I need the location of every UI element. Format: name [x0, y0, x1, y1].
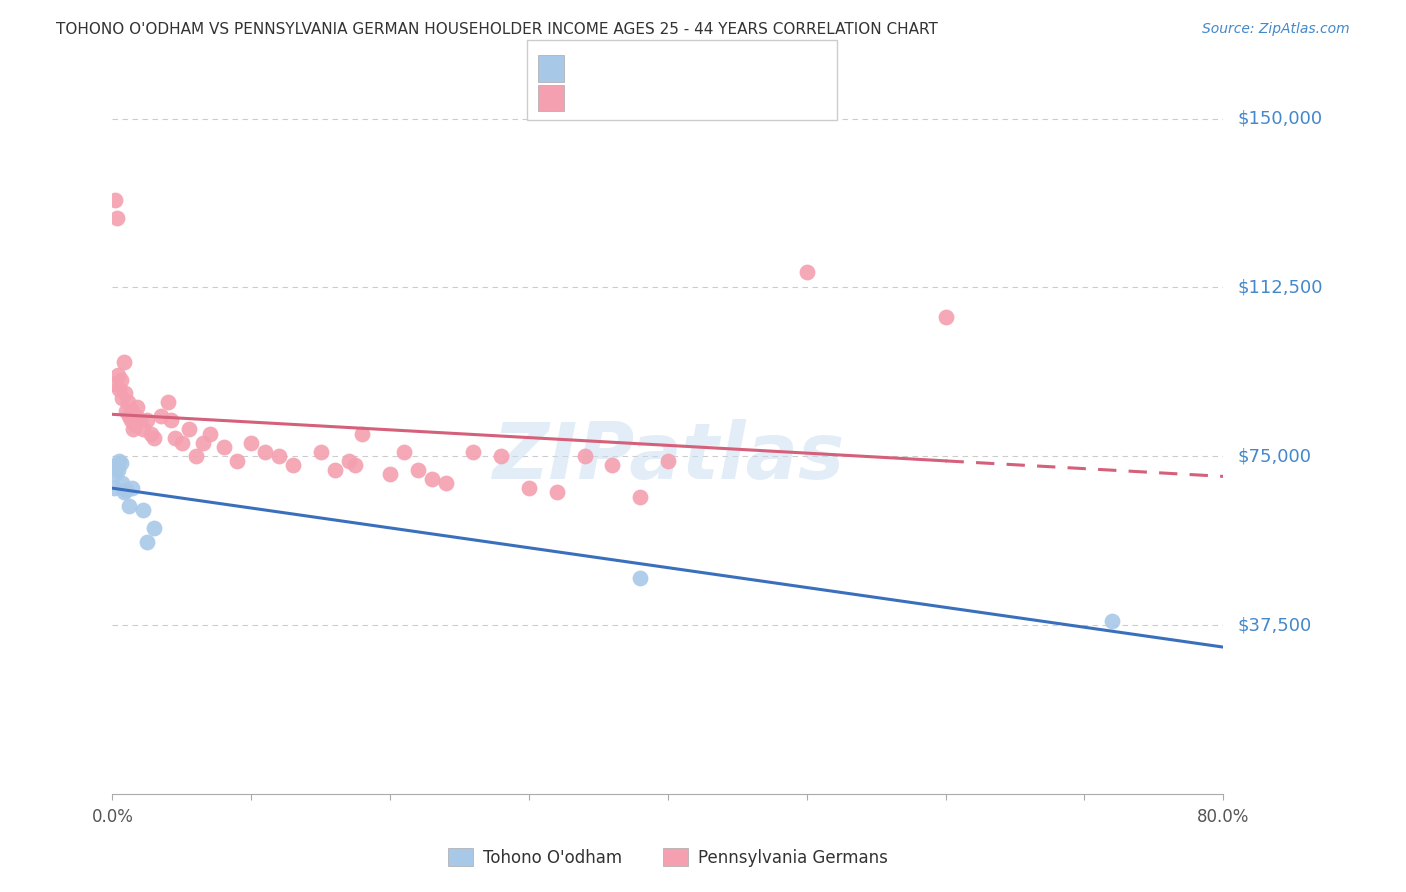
- Point: [107, 368, 129, 383]
- Point: [517, 481, 540, 495]
- Point: [170, 435, 193, 450]
- Point: [281, 458, 304, 473]
- Point: [103, 377, 125, 392]
- Point: [163, 431, 186, 445]
- Point: [344, 458, 367, 473]
- Point: [796, 265, 818, 279]
- Point: [143, 431, 166, 445]
- Point: [104, 467, 127, 482]
- Point: [118, 409, 141, 423]
- Point: [103, 481, 125, 495]
- Point: [628, 490, 651, 504]
- Point: [352, 426, 374, 441]
- Point: [406, 463, 429, 477]
- Point: [628, 571, 651, 585]
- Text: $75,000: $75,000: [1237, 447, 1312, 466]
- Text: -0.597: -0.597: [603, 59, 657, 78]
- Text: $150,000: $150,000: [1237, 110, 1322, 128]
- Point: [323, 463, 346, 477]
- Point: [108, 454, 131, 468]
- Point: [111, 391, 134, 405]
- Point: [392, 444, 415, 458]
- Point: [434, 476, 457, 491]
- Point: [1101, 614, 1123, 628]
- Point: [240, 435, 263, 450]
- Point: [380, 467, 402, 482]
- Point: [337, 454, 360, 468]
- Point: [108, 382, 131, 396]
- Point: [226, 454, 249, 468]
- Text: 16: 16: [710, 59, 733, 78]
- Point: [132, 422, 155, 436]
- Text: R =: R =: [572, 89, 609, 107]
- Point: [110, 456, 132, 470]
- Point: [934, 310, 956, 324]
- Point: [574, 450, 596, 464]
- Point: [463, 444, 485, 458]
- Point: [150, 409, 173, 423]
- Point: [657, 454, 679, 468]
- Text: -0.226: -0.226: [603, 89, 657, 107]
- Point: [111, 476, 134, 491]
- Point: [129, 413, 152, 427]
- Point: [105, 211, 128, 225]
- Point: [104, 193, 127, 207]
- Point: [125, 409, 148, 423]
- Point: [191, 435, 214, 450]
- Point: [177, 422, 200, 436]
- Legend: Tohono O'odham, Pennsylvania Germans: Tohono O'odham, Pennsylvania Germans: [441, 842, 894, 873]
- Point: [420, 472, 443, 486]
- Point: [132, 503, 155, 517]
- Point: [546, 485, 568, 500]
- Point: [212, 440, 235, 454]
- Text: 58: 58: [710, 89, 733, 107]
- Point: [159, 413, 181, 427]
- Text: R =: R =: [572, 59, 609, 78]
- Point: [602, 458, 624, 473]
- Text: N =: N =: [668, 59, 716, 78]
- Point: [136, 534, 159, 549]
- Point: [122, 422, 145, 436]
- Point: [127, 400, 149, 414]
- Text: ZIPatlas: ZIPatlas: [492, 419, 844, 495]
- Text: $112,500: $112,500: [1237, 278, 1323, 296]
- Point: [254, 444, 277, 458]
- Point: [107, 463, 129, 477]
- Point: [143, 521, 166, 535]
- Point: [124, 417, 146, 432]
- Point: [309, 444, 332, 458]
- Point: [114, 386, 136, 401]
- Point: [118, 499, 141, 513]
- Point: [120, 413, 142, 427]
- Point: [136, 413, 159, 427]
- Point: [157, 395, 180, 409]
- Point: [184, 450, 207, 464]
- Point: [267, 450, 291, 464]
- Point: [112, 485, 135, 500]
- Point: [491, 450, 513, 464]
- Point: [110, 373, 132, 387]
- Point: [105, 458, 128, 473]
- Point: [115, 483, 138, 497]
- Point: [115, 404, 138, 418]
- Point: [121, 481, 143, 495]
- Point: [121, 404, 143, 418]
- Point: [117, 395, 139, 409]
- Text: N =: N =: [668, 89, 716, 107]
- Text: Source: ZipAtlas.com: Source: ZipAtlas.com: [1202, 22, 1350, 37]
- Text: TOHONO O'ODHAM VS PENNSYLVANIA GERMAN HOUSEHOLDER INCOME AGES 25 - 44 YEARS CORR: TOHONO O'ODHAM VS PENNSYLVANIA GERMAN HO…: [56, 22, 938, 37]
- Point: [198, 426, 221, 441]
- Point: [112, 355, 135, 369]
- Text: $37,500: $37,500: [1237, 616, 1312, 634]
- Point: [141, 426, 163, 441]
